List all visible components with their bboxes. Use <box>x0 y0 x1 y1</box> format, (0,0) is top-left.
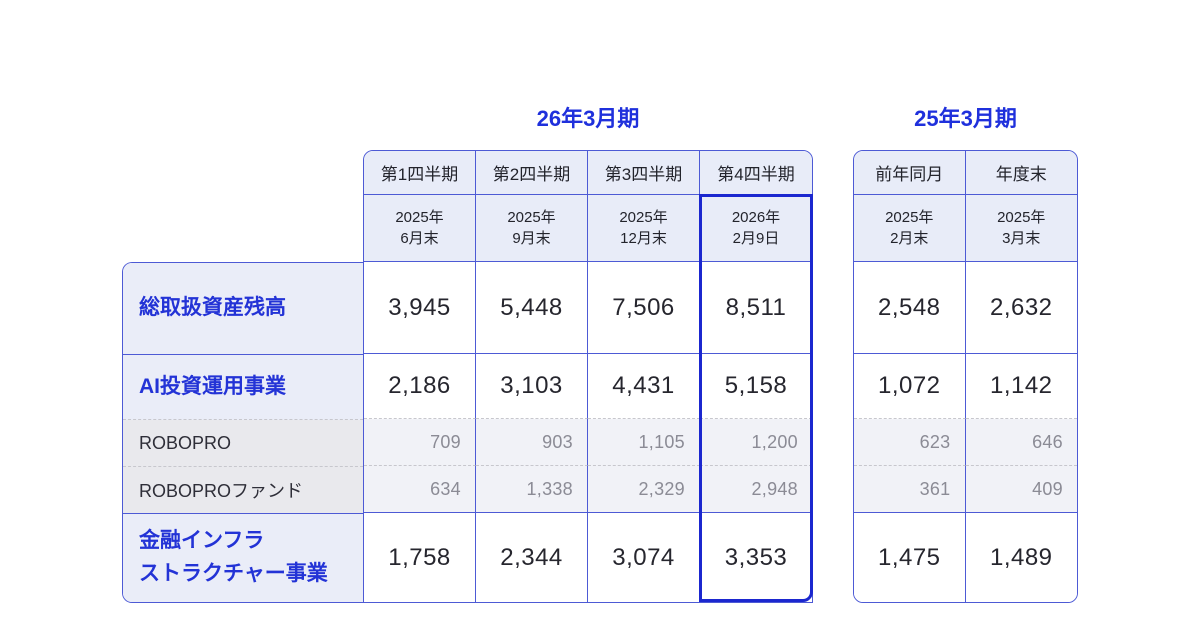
value-cell: 361 <box>854 466 966 513</box>
column-date-q4: 2026年 2月9日 <box>700 195 812 262</box>
column-date-q1: 2025年 6月末 <box>364 195 476 262</box>
column-header-q1: 第1四半期 <box>364 151 476 195</box>
column-date-q2: 2025年 9月末 <box>476 195 588 262</box>
value-cell: 2,632 <box>965 262 1077 354</box>
value-cell: 1,489 <box>965 513 1077 602</box>
value-cell: 1,338 <box>476 466 588 513</box>
column-header-q2: 第2四半期 <box>476 151 588 195</box>
value-cell: 1,105 <box>588 419 700 466</box>
value-cell: 1,475 <box>854 513 966 602</box>
value-cell: 2,548 <box>854 262 966 354</box>
row-label-robopro: ROBOPRO <box>123 420 363 467</box>
value-cell: 3,074 <box>588 513 700 602</box>
column-header-fiscal-year-end: 年度末 <box>965 151 1077 195</box>
value-cell: 1,200 <box>700 419 812 466</box>
value-cell: 5,158 <box>700 354 812 419</box>
column-date-q3: 2025年 12月末 <box>588 195 700 262</box>
value-cell: 623 <box>854 419 966 466</box>
column-date-fiscal-year-end: 2025年 3月末 <box>965 195 1077 262</box>
value-cell: 8,511 <box>700 262 812 354</box>
value-cell: 3,103 <box>476 354 588 419</box>
value-cell: 3,945 <box>364 262 476 354</box>
row-label-ai-investment: AI投資運用事業 <box>123 355 363 420</box>
value-cell: 7,506 <box>588 262 700 354</box>
value-cell: 903 <box>476 419 588 466</box>
column-header-q3: 第3四半期 <box>588 151 700 195</box>
column-header-q4: 第4四半期 <box>700 151 812 195</box>
value-cell: 4,431 <box>588 354 700 419</box>
value-cell: 634 <box>364 466 476 513</box>
column-date-prior-year-same-month: 2025年 2月末 <box>854 195 966 262</box>
value-cell: 2,329 <box>588 466 700 513</box>
value-cell: 409 <box>965 466 1077 513</box>
value-cell: 5,448 <box>476 262 588 354</box>
table-fy2026: 第1四半期 第2四半期 第3四半期 第4四半期 2025年 6月末 2025年 … <box>363 150 813 603</box>
value-cell: 709 <box>364 419 476 466</box>
row-label-financial-infrastructure: 金融インフラ ストラクチャー事業 <box>123 514 363 602</box>
value-cell: 646 <box>965 419 1077 466</box>
value-cell: 2,948 <box>700 466 812 513</box>
value-cell: 3,353 <box>700 513 812 602</box>
column-header-prior-year-same-month: 前年同月 <box>854 151 966 195</box>
value-cell: 2,186 <box>364 354 476 419</box>
table-fy2025: 前年同月 年度末 2025年 2月末 2025年 3月末 2,548 2,632… <box>853 150 1078 603</box>
row-label-column: 総取扱資産残高 AI投資運用事業 ROBOPRO ROBOPROファンド 金融イ… <box>122 262 363 603</box>
fiscal-year-title-fy2025: 25年3月期 <box>914 106 1017 131</box>
value-cell: 1,142 <box>965 354 1077 419</box>
value-cell: 1,758 <box>364 513 476 602</box>
value-cell: 1,072 <box>854 354 966 419</box>
row-label-total-assets: 総取扱資産残高 <box>123 263 363 355</box>
fiscal-year-title-fy2026: 26年3月期 <box>536 106 640 131</box>
row-label-robopro-fund: ROBOPROファンド <box>123 467 363 514</box>
value-cell: 2,344 <box>476 513 588 602</box>
